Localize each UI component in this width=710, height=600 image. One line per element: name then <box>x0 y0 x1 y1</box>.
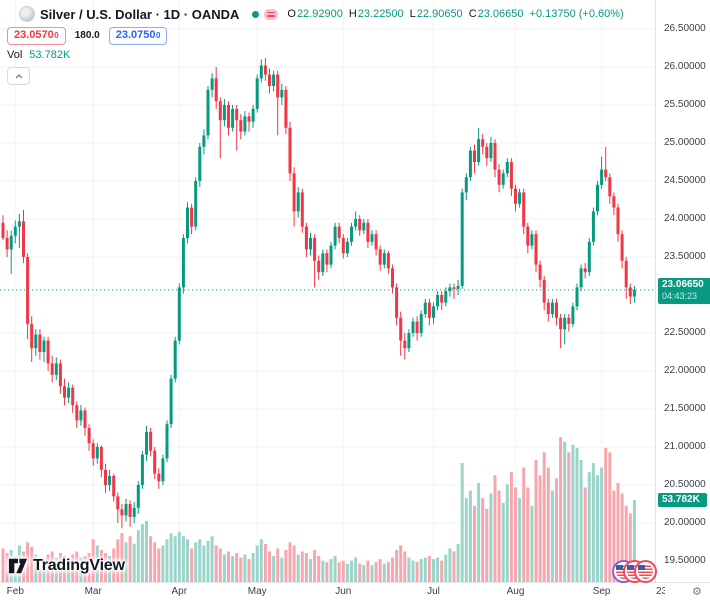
source-toggle-icon[interactable] <box>264 8 279 20</box>
price-axis-label: 21.50000 <box>664 403 706 414</box>
tradingview-wordmark: TradingView <box>33 557 125 574</box>
high-value: 23.22500 <box>357 8 404 20</box>
sell-bid-button[interactable]: 23.0570 0 <box>7 26 66 45</box>
bar-countdown: 04:43:23 <box>662 290 698 301</box>
economic-events-cluster[interactable] <box>612 560 657 583</box>
volume-row: Vol 53.782K <box>7 49 624 61</box>
silver-symbol-icon <box>19 6 35 22</box>
price-axis-label: 25.00000 <box>664 137 706 148</box>
close-value: 23.06650 <box>477 8 524 20</box>
event-flag-icon[interactable] <box>634 560 657 583</box>
current-volume-badge: 53.782K <box>658 493 707 507</box>
open-value: 22.92900 <box>296 8 343 20</box>
price-axis-label: 20.50000 <box>664 479 706 490</box>
flag-canton-icon <box>616 565 623 570</box>
tradingview-logo[interactable]: TradingView <box>8 556 125 576</box>
buy-ask-button[interactable]: 23.0750 0 <box>108 26 168 45</box>
price-axis-label: 22.00000 <box>664 365 706 376</box>
price-axis-label: 26.50000 <box>664 23 706 34</box>
symbol-title[interactable]: Silver / U.S. Dollar · 1D · OANDA <box>40 6 240 22</box>
change-value: +0.13750 (+0.60%) <box>529 8 624 20</box>
price-axis-label: 25.50000 <box>664 99 706 110</box>
time-axis-label: Mar <box>84 586 102 597</box>
time-axis-label: Apr <box>171 586 188 597</box>
price-axis[interactable]: 26.50000 26.00000 25.50000 25.00000 24.50000… <box>655 0 710 582</box>
ask-price: 23.0750 <box>115 28 156 41</box>
flag-canton-icon <box>627 565 634 570</box>
close-label: C <box>468 8 477 20</box>
low-label: L <box>409 8 416 20</box>
gear-icon[interactable]: ⚙ <box>692 586 702 598</box>
market-status-dot-icon[interactable] <box>252 10 260 18</box>
flag-canton-icon <box>638 565 645 570</box>
current-price-badge: 23.06650 04:43:23 <box>658 277 710 304</box>
chevron-up-icon <box>15 73 22 78</box>
year-label: 23 <box>656 586 665 597</box>
price-axis-label: 24.50000 <box>664 175 706 186</box>
price-axis-label: 24.00000 <box>664 213 706 224</box>
open-label: O <box>287 8 296 20</box>
volume-label[interactable]: Vol <box>7 49 23 61</box>
tradingview-mark-icon <box>8 558 28 574</box>
mixer-bar-icon <box>267 11 276 13</box>
high-label: H <box>348 8 357 20</box>
price-axis-label: 23.50000 <box>664 251 706 262</box>
price-axis-label: 22.50000 <box>664 327 706 338</box>
symbol-row: Silver / U.S. Dollar · 1D · OANDA O 22.92… <box>7 5 624 23</box>
ohlc-values: O 22.92900 H 23.22500 L 22.90650 C 23.06650 … <box>287 8 623 20</box>
current-price-value: 23.06650 <box>662 278 704 290</box>
collapse-legend-button[interactable] <box>7 67 30 85</box>
price-axis-label: 19.50000 <box>664 555 706 566</box>
chart-legend: Silver / U.S. Dollar · 1D · OANDA O 22.92… <box>7 5 624 85</box>
time-axis-label: May <box>247 586 267 597</box>
time-axis-label: Sep <box>592 586 611 597</box>
time-axis-label: Aug <box>506 586 525 597</box>
ask-price-sup: 0 <box>156 30 161 40</box>
bid-price: 23.0570 <box>14 28 54 41</box>
volume-value: 53.782K <box>29 49 71 61</box>
mixer-bar-icon <box>267 15 276 17</box>
price-axis-label: 21.00000 <box>664 441 706 452</box>
price-axis-label: 26.00000 <box>664 61 706 72</box>
spread-value: 180.0 <box>74 30 100 41</box>
time-axis-label: Jul <box>427 586 440 597</box>
time-axis-label: Jun <box>335 586 352 597</box>
time-axis-label: Feb <box>6 586 24 597</box>
low-value: 22.90650 <box>416 8 463 20</box>
price-axis-label: 20.00000 <box>664 517 706 528</box>
time-axis[interactable]: Feb Mar Apr May Jun Jul Aug Sep 23 ⚙ <box>0 582 710 600</box>
bid-price-sup: 0 <box>54 30 59 40</box>
bid-ask-row: 23.0570 0 180.0 23.0750 0 <box>7 26 624 45</box>
